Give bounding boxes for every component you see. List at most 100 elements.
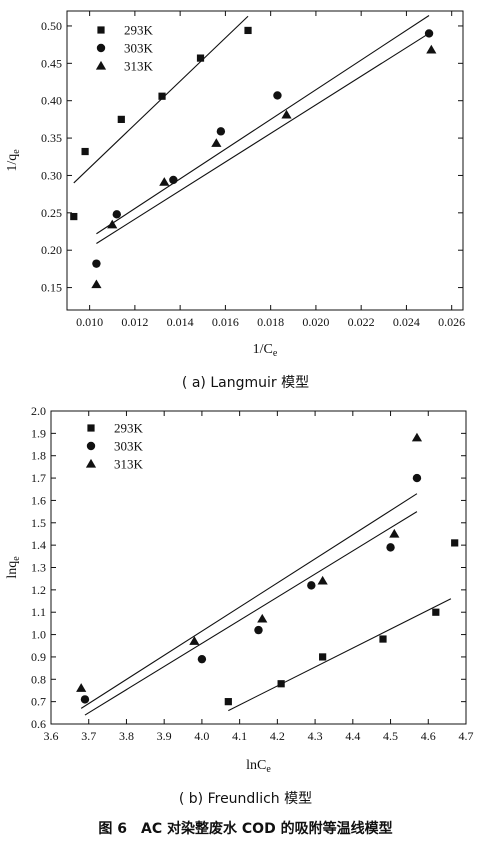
langmuir-caption: ( a) Langmuir 模型 xyxy=(181,375,310,391)
langmuir-data-point-293K xyxy=(117,115,125,123)
langmuir-x-tick-label: 0.024 xyxy=(393,315,420,329)
freundlich-x-tick-label: 4.3 xyxy=(308,729,323,743)
freundlich-x-axis-label: lnCe xyxy=(246,758,271,775)
freundlich-x-tick-label: 3.7 xyxy=(81,729,96,743)
freundlich-legend-marker-293K xyxy=(87,424,95,432)
freundlich-caption: ( b) Freundlich 模型 xyxy=(178,791,313,807)
freundlich-fit-line-293K xyxy=(228,598,452,712)
langmuir-data-point-293K xyxy=(70,212,78,221)
langmuir-legend-marker-303K xyxy=(96,43,106,53)
langmuir-fit-line-303K xyxy=(96,15,430,235)
freundlich-plot-svg: 3.6 3.7 3.8 3.9 4.0 4.1 4.2 4.3 4.4 4.5 4.6 4.7 0.6 0… xyxy=(5,404,474,775)
langmuir-y-tick-label: 0.45 xyxy=(41,56,62,70)
freundlich-y-tick-label: 1.9 xyxy=(31,426,46,440)
langmuir-data-point-293K xyxy=(81,147,89,156)
langmuir-data-point-303K xyxy=(112,210,121,219)
freundlich-chart: 3.6 3.7 3.8 3.9 4.0 4.1 4.2 4.3 4.4 4.5 4.6 4.7 0.6 0… xyxy=(0,398,491,788)
langmuir-y-tick-label: 0.30 xyxy=(41,168,62,182)
langmuir-data-point-303K xyxy=(169,175,178,185)
freundlich-x-tick-label: 4.2 xyxy=(270,729,285,743)
langmuir-y-tick-label: 0.35 xyxy=(41,131,62,145)
freundlich-data-point-303K xyxy=(307,581,316,590)
freundlich-y-tick-label: 1.6 xyxy=(31,493,46,507)
langmuir-x-tick-label: 0.012 xyxy=(121,315,148,329)
freundlich-legend-label-303K: 303K xyxy=(114,439,144,454)
langmuir-data-point-313K xyxy=(107,219,118,229)
freundlich-data-point-303K xyxy=(412,473,422,483)
figure-title: 图 6 AC 对染整废水 COD 的吸附等温线模型 xyxy=(98,821,393,837)
freundlich-data-point-313K xyxy=(317,575,328,585)
freundlich-y-tick-label: 1.3 xyxy=(31,561,46,575)
langmuir-chart: 0.010 0.012 0.014 0.016 0.018 0.020 0.022 0.024… xyxy=(0,0,491,372)
freundlich-data-point-293K xyxy=(224,698,232,706)
langmuir-x-tick-label: 0.022 xyxy=(348,315,375,329)
langmuir-data-point-313K xyxy=(159,177,170,186)
freundlich-x-tick-label: 3.9 xyxy=(157,729,172,743)
langmuir-plot-frame xyxy=(66,10,464,311)
freundlich-x-tick-label: 4.4 xyxy=(345,729,360,743)
freundlich-series-293K xyxy=(224,539,459,712)
langmuir-y-tick-label: 0.50 xyxy=(41,19,62,33)
freundlich-data-point-303K xyxy=(254,625,263,635)
langmuir-y-tick-label: 0.20 xyxy=(41,243,62,257)
langmuir-y-axis-label: 1/qe xyxy=(5,149,22,172)
freundlich-fit-line-313K xyxy=(80,493,418,709)
langmuir-legend-label-313K: 313K xyxy=(124,59,154,74)
langmuir-x-axis-label: 1/Ce xyxy=(253,342,278,359)
freundlich-y-tick-label: 0.7 xyxy=(31,695,46,709)
freundlich-data-point-313K xyxy=(411,432,423,442)
freundlich-data-point-293K xyxy=(277,680,285,688)
langmuir-x-tick-label: 0.018 xyxy=(257,315,284,329)
freundlich-data-point-303K xyxy=(197,654,207,664)
freundlich-y-tick-label: 1.2 xyxy=(31,583,46,597)
freundlich-legend-label-293K: 293K xyxy=(114,421,144,436)
freundlich-data-point-303K xyxy=(80,695,90,704)
freundlich-y-tick-label: 1.1 xyxy=(31,605,46,619)
freundlich-y-tick-label: 1.4 xyxy=(31,538,46,552)
langmuir-series-293K xyxy=(70,15,252,221)
freundlich-legend-marker-313K xyxy=(85,458,97,468)
freundlich-data-point-313K xyxy=(389,528,400,538)
langmuir-x-tick-label: 0.010 xyxy=(76,315,103,329)
langmuir-data-point-303K xyxy=(216,127,226,136)
langmuir-legend-marker-293K xyxy=(97,26,105,34)
freundlich-y-tick-label: 0.6 xyxy=(31,717,46,731)
langmuir-data-point-313K xyxy=(91,279,102,289)
freundlich-fit-line-303K xyxy=(84,511,418,716)
freundlich-x-tick-label: 3.6 xyxy=(44,729,59,743)
freundlich-data-point-313K xyxy=(76,683,87,692)
freundlich-data-point-293K xyxy=(451,539,459,547)
langmuir-data-point-293K xyxy=(196,54,205,62)
langmuir-data-point-293K xyxy=(158,92,166,100)
langmuir-series-303K xyxy=(92,15,434,268)
freundlich-series-303K xyxy=(80,473,422,716)
langmuir-y-tick-label: 0.40 xyxy=(41,94,62,108)
langmuir-legend-marker-313K xyxy=(95,60,107,70)
freundlich-data-point-293K xyxy=(319,653,327,661)
freundlich-data-point-313K xyxy=(189,636,200,645)
freundlich-y-tick-label: 1.5 xyxy=(31,516,46,530)
freundlich-legend-marker-303K xyxy=(86,441,96,451)
langmuir-y-tick-label: 0.15 xyxy=(41,281,62,295)
freundlich-data-point-293K xyxy=(432,608,440,616)
langmuir-data-point-313K xyxy=(211,138,222,147)
langmuir-x-tick-label: 0.020 xyxy=(302,315,329,329)
freundlich-y-tick-label: 1.8 xyxy=(31,449,46,463)
langmuir-data-point-293K xyxy=(244,26,252,35)
freundlich-data-point-303K xyxy=(386,543,395,552)
langmuir-series-313K xyxy=(91,31,437,289)
langmuir-plot-svg: 0.010 0.012 0.014 0.016 0.018 0.020 0.022 0.024… xyxy=(5,10,465,359)
freundlich-x-tick-label: 4.7 xyxy=(459,729,474,743)
langmuir-data-point-313K xyxy=(426,44,437,54)
langmuir-legend-label-293K: 293K xyxy=(124,23,154,38)
langmuir-legend-label-303K: 303K xyxy=(124,41,154,56)
freundlich-y-tick-label: 1.0 xyxy=(31,628,46,642)
freundlich-y-tick-label: 0.9 xyxy=(31,650,46,664)
freundlich-y-tick-label: 0.8 xyxy=(31,672,46,686)
freundlich-x-tick-label: 4.0 xyxy=(194,729,209,743)
langmuir-fit-line-313K xyxy=(96,31,432,244)
freundlich-y-tick-label: 2.0 xyxy=(31,404,46,418)
freundlich-series-313K xyxy=(76,432,423,709)
langmuir-data-point-303K xyxy=(92,259,101,268)
langmuir-x-tick-label: 0.026 xyxy=(438,315,465,329)
